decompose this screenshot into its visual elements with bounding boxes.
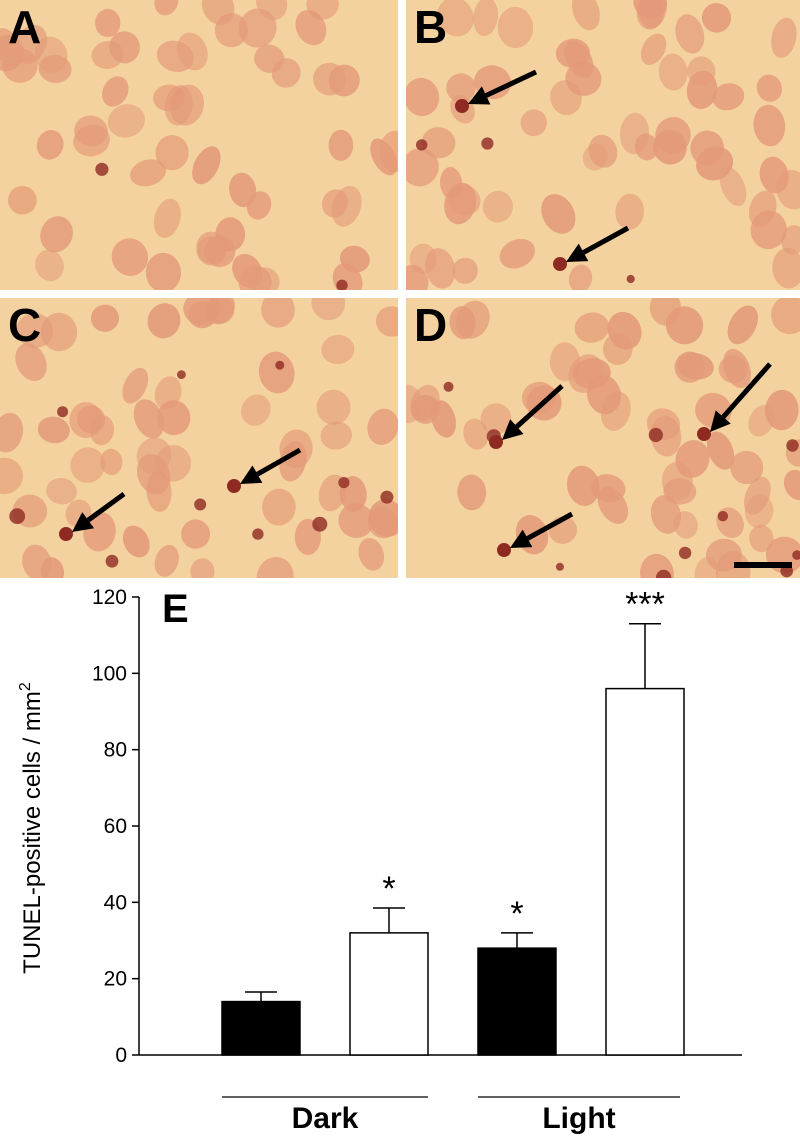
panel-label-d: D — [414, 299, 448, 351]
micrograph-panel-a: A — [0, 0, 398, 290]
y-tick-label: 0 — [115, 1044, 127, 1067]
y-tick-label: 40 — [104, 891, 127, 914]
y-tick-label: 120 — [92, 586, 127, 609]
significance-marker: * — [510, 895, 523, 933]
significance-marker: * — [382, 870, 395, 908]
y-axis-label: TUNEL-positive cells / mm2 — [17, 682, 46, 974]
micrograph-panel-c: C — [0, 298, 398, 578]
panel-label-e: E — [162, 587, 189, 631]
micrograph-panel-d: D — [406, 298, 800, 578]
bar-dark-white — [349, 932, 429, 1056]
y-axis-label-superscript: 2 — [17, 682, 34, 691]
y-tick-label: 100 — [92, 662, 127, 685]
y-tick-label: 80 — [104, 739, 127, 762]
y-axis-label-text: TUNEL-positive cells / mm — [19, 691, 46, 974]
y-tick-label: 20 — [104, 968, 127, 991]
panel-label-a: A — [8, 1, 42, 53]
group-labels: Dark Light — [222, 1096, 680, 1135]
bar-light-white — [605, 687, 685, 1056]
y-tick-label: 60 — [104, 815, 127, 838]
bar-light-black — [477, 947, 557, 1056]
panel-label-b: B — [414, 1, 448, 53]
micrograph-d-image — [406, 298, 800, 578]
micrograph-panel-b: B — [406, 0, 800, 290]
micrograph-c-image — [0, 298, 398, 578]
group-label-light: Light — [542, 1102, 615, 1135]
micrograph-b-image — [406, 0, 800, 290]
micrograph-a-image — [0, 0, 398, 290]
group-label-dark: Dark — [292, 1102, 359, 1135]
bar-dark-black — [221, 1000, 301, 1056]
bar-series: ***** — [221, 586, 685, 1056]
y-axis: 0 20 40 60 80 100 120 — [92, 586, 742, 1067]
panel-label-c: C — [8, 299, 42, 351]
significance-marker: *** — [625, 586, 665, 624]
bar-chart-e: E 0 20 40 60 80 100 120 TUNEL-positive cells /… — [17, 586, 742, 1135]
